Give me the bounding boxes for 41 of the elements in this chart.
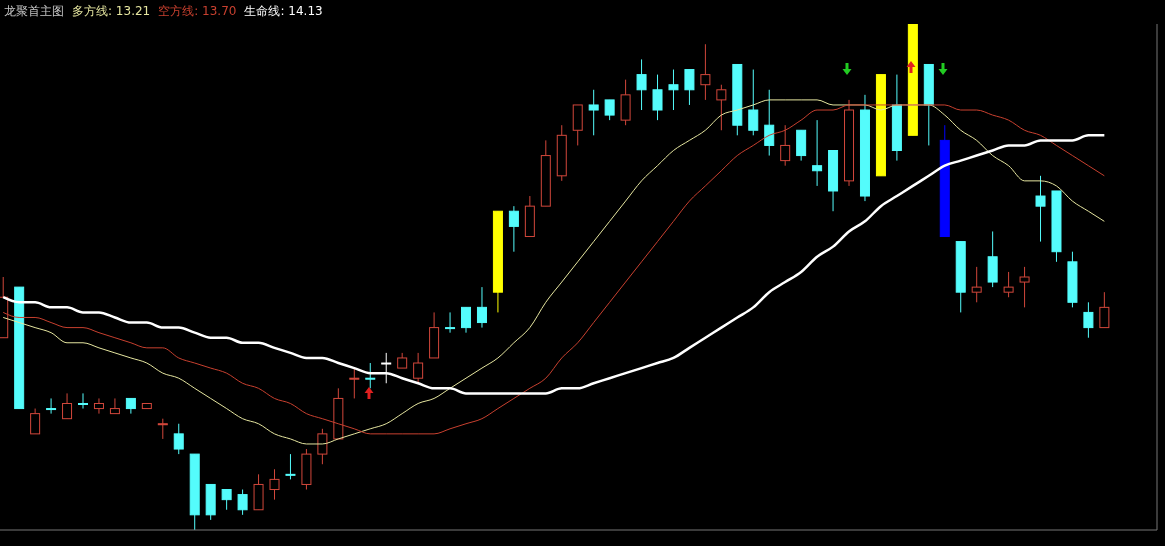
candlestick <box>78 392 89 410</box>
candlestick <box>237 489 248 516</box>
candlestick <box>684 69 695 106</box>
candlestick <box>700 43 711 101</box>
candlestick <box>588 89 599 136</box>
candlestick <box>1035 175 1046 243</box>
candlestick <box>285 453 296 480</box>
candlestick <box>476 286 487 329</box>
candlestick <box>764 89 775 157</box>
candlestick <box>1019 266 1030 308</box>
candlestick <box>445 311 456 334</box>
candlestick <box>93 397 104 415</box>
candlestick <box>668 69 679 111</box>
candlestick <box>716 84 727 131</box>
candlestick <box>157 418 168 440</box>
candlestick <box>971 266 982 303</box>
candlestick <box>349 367 360 399</box>
candlestick <box>30 408 41 435</box>
candlestick <box>461 306 472 334</box>
text: 生命线: 14.13 <box>244 3 323 20</box>
candlestick <box>413 352 424 384</box>
candlestick <box>652 74 663 121</box>
candlestick <box>636 58 647 111</box>
candlestick <box>1003 271 1014 298</box>
candlestick <box>46 397 57 415</box>
candlestick <box>1083 301 1094 339</box>
candlestick <box>1099 291 1110 329</box>
candlestick <box>748 69 759 136</box>
text: 多方线: 13.21 <box>72 3 151 20</box>
candlestick <box>508 205 519 253</box>
candlestick <box>812 119 823 187</box>
candlestick <box>109 397 120 415</box>
candlestick <box>62 392 73 420</box>
candlestick <box>173 423 184 455</box>
chart-title: 龙聚首主图 <box>4 3 64 20</box>
candlestick <box>221 489 232 511</box>
candlestick <box>604 99 615 121</box>
candlestick <box>381 352 392 384</box>
text: 空方线: 13.70 <box>158 3 237 20</box>
candlestick <box>269 468 280 501</box>
candlestick <box>780 124 791 167</box>
